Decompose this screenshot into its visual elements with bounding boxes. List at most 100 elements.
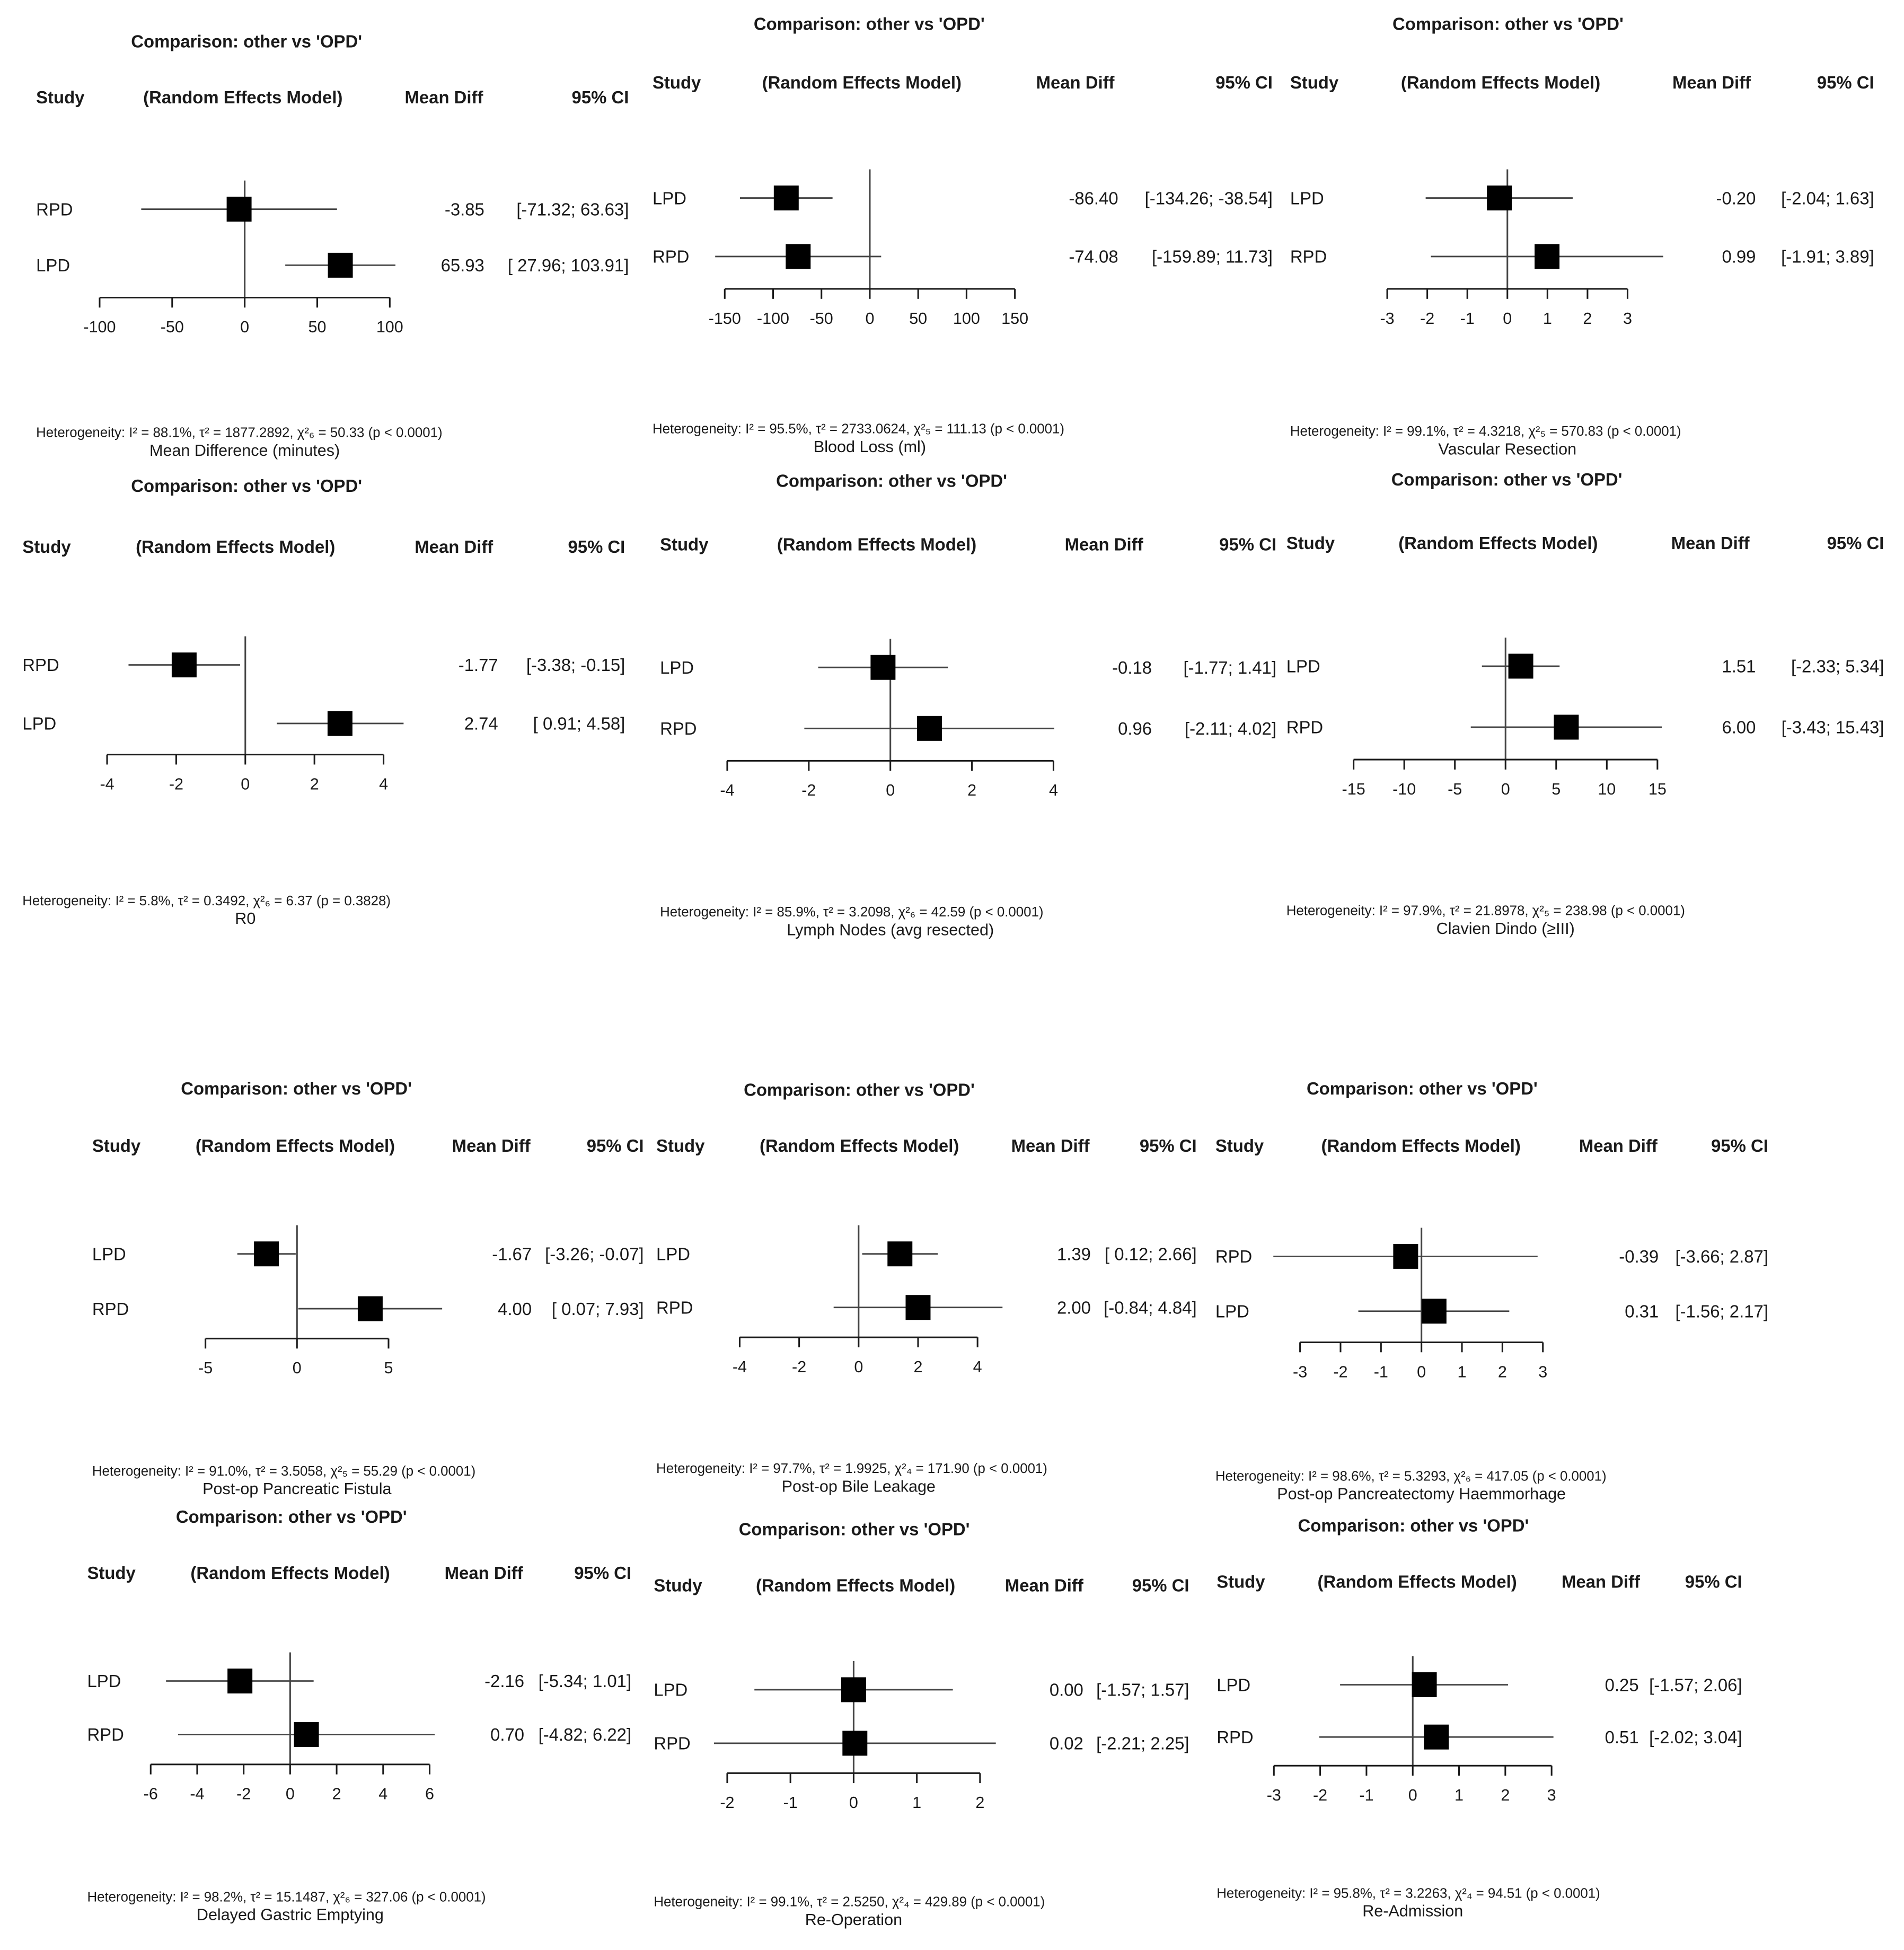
study-column-header: Study	[92, 1136, 141, 1155]
effect-marker	[870, 655, 896, 680]
x-axis-title: R0	[235, 910, 255, 928]
ci-value: [-134.26; -38.54]	[1145, 188, 1273, 208]
mean-diff-value: 2.00	[1057, 1298, 1091, 1317]
x-tick-label: -150	[709, 310, 741, 328]
model-column-header: (Random Effects Model)	[762, 73, 962, 92]
study-column-header: Study	[656, 1136, 705, 1155]
model-column-header: (Random Effects Model)	[1401, 73, 1600, 92]
study-label: RPD	[22, 655, 59, 675]
ci-column-header: 95% CI	[572, 87, 629, 107]
ci-value: [ 27.96; 103.91]	[508, 255, 629, 275]
x-tick-label: -2	[1333, 1363, 1347, 1381]
x-tick-label: -2	[169, 775, 183, 793]
ci-value: [-1.57; 1.57]	[1096, 1680, 1189, 1700]
forest-panel: Comparison: other vs 'OPD' Study (Random E…	[654, 1520, 1189, 1929]
x-tick-label: 6	[425, 1785, 434, 1803]
x-tick-label: -2	[1420, 310, 1434, 328]
comparison-title: Comparison: other vs 'OPD'	[1307, 1079, 1538, 1098]
mean-diff-value: 65.93	[441, 255, 484, 275]
model-column-header: (Random Effects Model)	[777, 534, 976, 554]
mean-diff-value: -0.20	[1716, 188, 1756, 208]
x-tick-label: 4	[973, 1358, 982, 1376]
effect-marker	[917, 716, 942, 741]
effect-marker	[294, 1722, 319, 1747]
ci-value: [-1.57; 2.06]	[1649, 1675, 1742, 1695]
x-tick-label: 50	[308, 318, 326, 336]
x-tick-label: 2	[1583, 310, 1592, 328]
x-tick-label: 100	[376, 318, 403, 336]
x-tick-label: -100	[83, 318, 116, 336]
x-tick-label: 0	[1408, 1786, 1417, 1804]
x-axis-title: Mean Difference (minutes)	[149, 442, 340, 460]
x-tick-label: -10	[1392, 780, 1416, 798]
mean-diff-value: 6.00	[1722, 718, 1756, 737]
ci-value: [-3.38; -0.15]	[526, 655, 625, 675]
ci-value: [ 0.07; 7.93]	[552, 1299, 644, 1319]
heterogeneity-text: Heterogeneity: I² = 97.7%, τ² = 1.9925, …	[656, 1461, 1047, 1476]
x-tick-label: 4	[379, 775, 388, 793]
forest-panel: Comparison: other vs 'OPD' Study (Random E…	[653, 14, 1273, 455]
effect-marker	[1421, 1299, 1447, 1324]
mean-diff-column-header: Mean Diff	[1562, 1572, 1641, 1591]
forest-panel: Comparison: other vs 'OPD' Study (Random E…	[1286, 470, 1884, 938]
x-axis-title: Post-op Pancreatectomy Haemmorhage	[1277, 1485, 1566, 1503]
x-tick-label: 100	[953, 310, 980, 328]
x-tick-label: 150	[1001, 310, 1028, 328]
heterogeneity-text: Heterogeneity: I² = 99.1%, τ² = 2.5250, …	[654, 1895, 1045, 1910]
comparison-title: Comparison: other vs 'OPD'	[181, 1079, 412, 1098]
heterogeneity-text: Heterogeneity: I² = 5.8%, τ² = 0.3492, χ…	[22, 894, 391, 908]
study-label: RPD	[654, 1734, 690, 1753]
mean-diff-value: -86.40	[1069, 188, 1118, 208]
effect-marker	[1424, 1724, 1449, 1750]
effect-marker	[1412, 1672, 1437, 1698]
ci-column-header: 95% CI	[574, 1563, 631, 1583]
mean-diff-value: 0.99	[1722, 247, 1756, 267]
study-column-header: Study	[1286, 533, 1335, 553]
study-label: LPD	[656, 1244, 690, 1264]
mean-diff-value: 2.74	[464, 714, 498, 734]
effect-marker	[1487, 186, 1512, 211]
mean-diff-value: 0.00	[1050, 1680, 1083, 1700]
effect-marker	[773, 186, 799, 211]
study-label: RPD	[656, 1298, 693, 1317]
ci-value: [-2.02; 3.04]	[1649, 1727, 1742, 1747]
x-tick-label: 3	[1547, 1786, 1556, 1804]
x-tick-label: -3	[1380, 310, 1394, 328]
study-column-header: Study	[1215, 1136, 1264, 1155]
mean-diff-column-header: Mean Diff	[405, 87, 484, 107]
x-tick-label: 1	[1455, 1786, 1464, 1804]
mean-diff-column-header: Mean Diff	[452, 1136, 531, 1155]
x-tick-label: -3	[1267, 1786, 1281, 1804]
x-tick-label: 0	[886, 781, 895, 799]
heterogeneity-text: Heterogeneity: I² = 85.9%, τ² = 3.2098, …	[660, 905, 1043, 920]
mean-diff-value: 0.02	[1050, 1734, 1083, 1753]
effect-marker	[887, 1241, 913, 1267]
model-column-header: (Random Effects Model)	[1321, 1136, 1521, 1155]
mean-diff-value: 1.51	[1722, 657, 1756, 676]
mean-diff-value: 0.25	[1605, 1675, 1639, 1695]
study-label: RPD	[1217, 1727, 1253, 1747]
x-tick-label: -5	[198, 1359, 213, 1377]
mean-diff-column-header: Mean Diff	[1005, 1575, 1084, 1595]
mean-diff-column-header: Mean Diff	[1065, 534, 1144, 554]
comparison-title: Comparison: other vs 'OPD'	[131, 31, 362, 51]
ci-column-header: 95% CI	[587, 1136, 644, 1155]
x-tick-label: -4	[190, 1785, 204, 1803]
study-label: RPD	[1290, 247, 1327, 267]
x-tick-label: 2	[913, 1358, 922, 1376]
ci-column-header: 95% CI	[1132, 1575, 1189, 1595]
study-column-header: Study	[87, 1563, 136, 1583]
ci-column-header: 95% CI	[1711, 1136, 1768, 1155]
comparison-title: Comparison: other vs 'OPD'	[1392, 14, 1624, 33]
mean-diff-value: -1.77	[459, 655, 498, 675]
study-label: RPD	[653, 247, 689, 267]
study-column-header: Study	[660, 534, 709, 554]
effect-marker	[328, 252, 353, 278]
x-tick-label: -5	[1448, 780, 1462, 798]
study-label: RPD	[87, 1725, 124, 1744]
mean-diff-value: -0.39	[1619, 1247, 1659, 1266]
comparison-title: Comparison: other vs 'OPD'	[176, 1507, 407, 1527]
x-tick-label: -2	[801, 781, 816, 799]
x-tick-label: 0	[286, 1785, 295, 1803]
